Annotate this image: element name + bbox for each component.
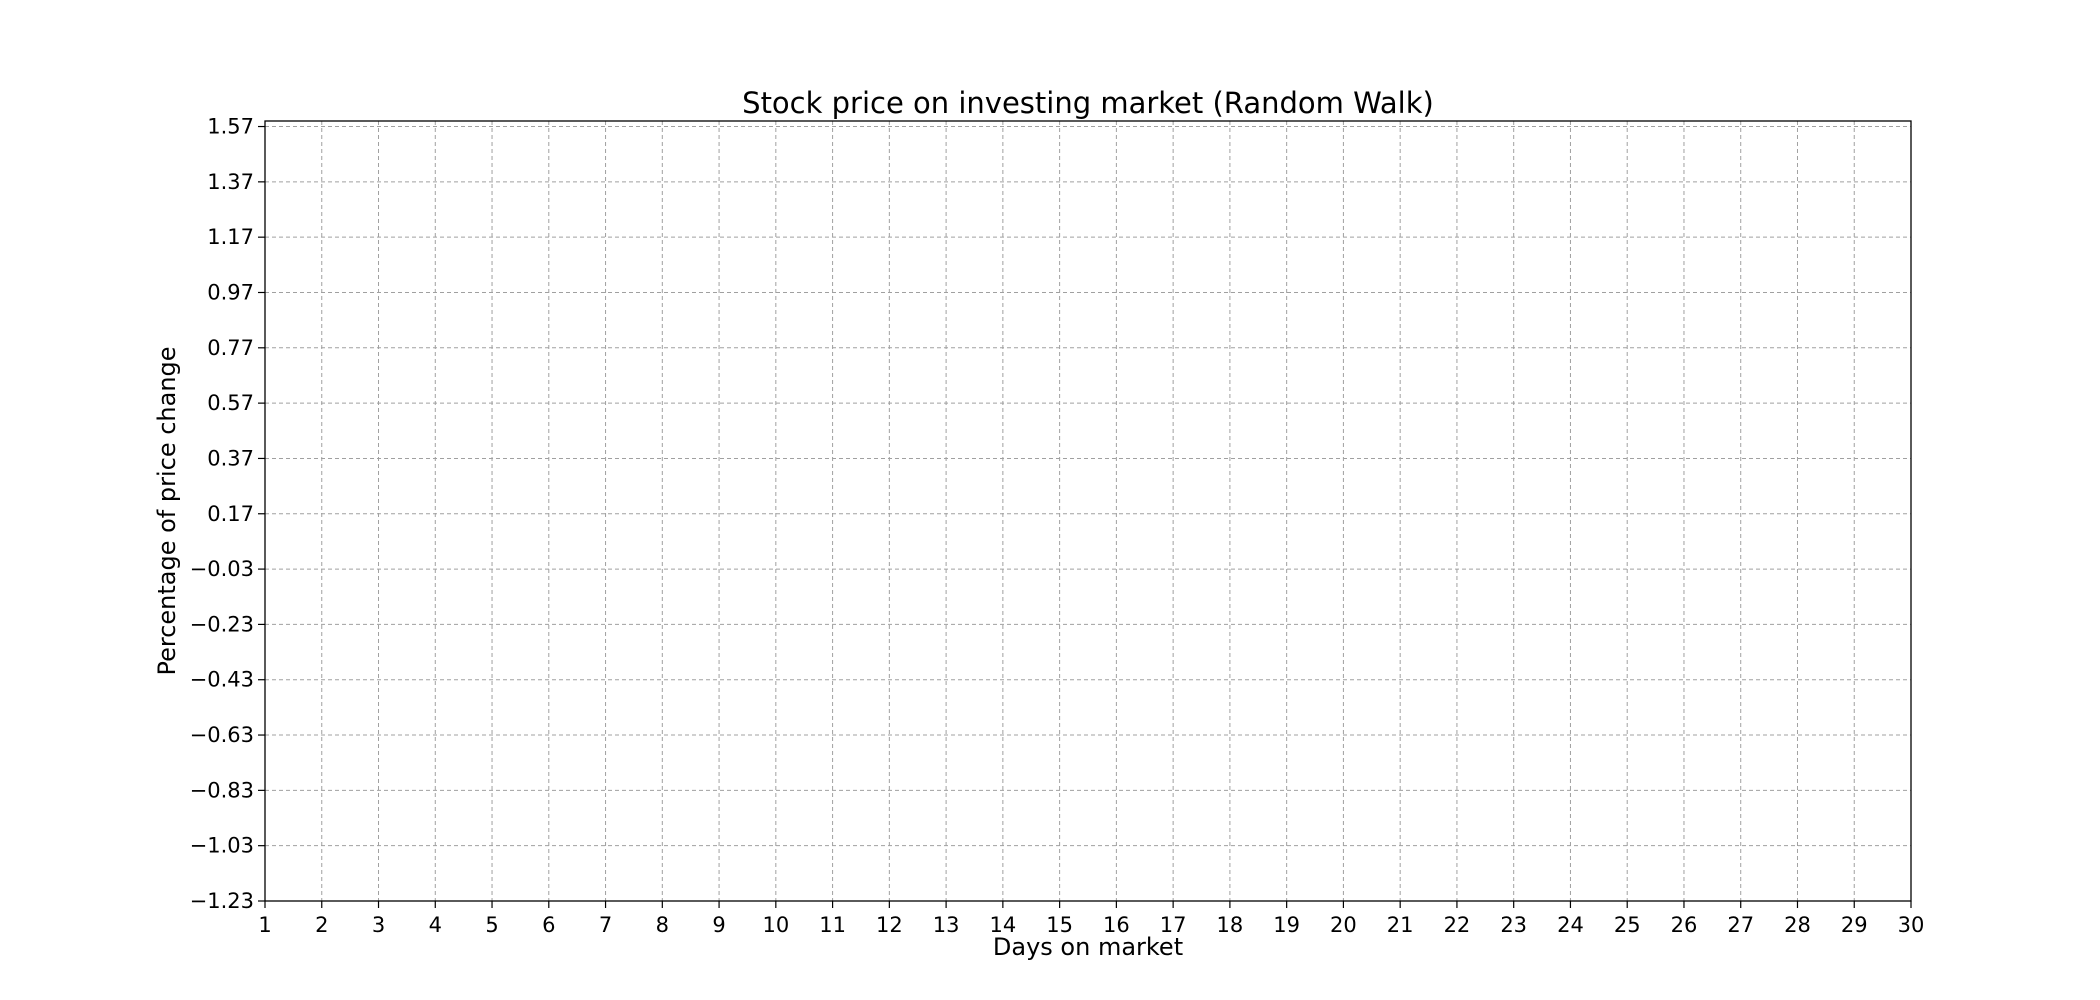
- x-tick-label: 30: [1898, 913, 1925, 937]
- grid-lines: [264, 121, 1912, 902]
- x-tick-label: 26: [1671, 913, 1698, 937]
- y-tick-label: 0.37: [207, 446, 254, 470]
- y-tick-label: 1.37: [207, 170, 254, 194]
- y-tick-label: 0.97: [207, 280, 254, 304]
- y-axis-ticks: 1.57 1.37 1.17 0.97 0.77 0.57 0.37 0.17 −0.03 −0.…: [190, 115, 265, 913]
- x-tick-label: 17: [1160, 913, 1187, 937]
- x-tick-label: 14: [989, 913, 1016, 937]
- x-tick-label: 7: [599, 913, 612, 937]
- y-tick-label: 0.77: [207, 336, 254, 360]
- plot-area-frame: [264, 120, 1912, 902]
- x-tick-label: 10: [762, 913, 789, 937]
- x-axis-label: Days on market: [993, 933, 1183, 961]
- x-tick-label: 15: [1046, 913, 1073, 937]
- y-tick-label: 1.17: [207, 225, 254, 249]
- x-tick-label: 8: [656, 913, 669, 937]
- y-tick-label: 0.17: [207, 502, 254, 526]
- x-tick-label: 4: [429, 913, 442, 937]
- y-tick-label: 0.57: [207, 391, 254, 415]
- x-tick-label: 27: [1727, 913, 1754, 937]
- x-tick-label: 24: [1557, 913, 1584, 937]
- x-tick-label: 28: [1784, 913, 1811, 937]
- y-tick-label: −1.23: [190, 889, 254, 913]
- x-tick-label: 11: [819, 913, 846, 937]
- x-tick-label: 1: [258, 913, 271, 937]
- x-axis-ticks: 1 2 3 4 5 6 7 8 9 10 11 12 13 14 15 16 17 18 19 20 21 22 23 24 2…: [258, 901, 1924, 937]
- x-tick-label: 5: [485, 913, 498, 937]
- y-tick-label: −0.03: [190, 557, 254, 581]
- x-tick-label: 2: [315, 913, 328, 937]
- y-tick-label: 1.57: [207, 115, 254, 139]
- x-tick-label: 20: [1330, 913, 1357, 937]
- y-tick-label: −0.23: [190, 612, 254, 636]
- chart-title: Stock price on investing market (Random …: [742, 86, 1434, 120]
- y-tick-label: −0.63: [190, 723, 254, 747]
- x-tick-label: 29: [1841, 913, 1868, 937]
- x-tick-label: 23: [1500, 913, 1527, 937]
- y-tick-label: −0.43: [190, 668, 254, 692]
- x-tick-label: 25: [1614, 913, 1641, 937]
- y-axis-label: Percentage of price change: [153, 346, 181, 675]
- y-tick-label: −0.83: [190, 778, 254, 802]
- x-tick-label: 13: [933, 913, 960, 937]
- x-tick-label: 12: [876, 913, 903, 937]
- x-tick-label: 3: [372, 913, 385, 937]
- x-tick-label: 18: [1217, 913, 1244, 937]
- x-tick-label: 16: [1103, 913, 1130, 937]
- x-tick-label: 6: [542, 913, 555, 937]
- x-tick-label: 19: [1273, 913, 1300, 937]
- x-tick-label: 22: [1444, 913, 1471, 937]
- x-tick-label: 21: [1387, 913, 1414, 937]
- y-tick-label: −1.03: [190, 834, 254, 858]
- x-tick-label: 9: [712, 913, 725, 937]
